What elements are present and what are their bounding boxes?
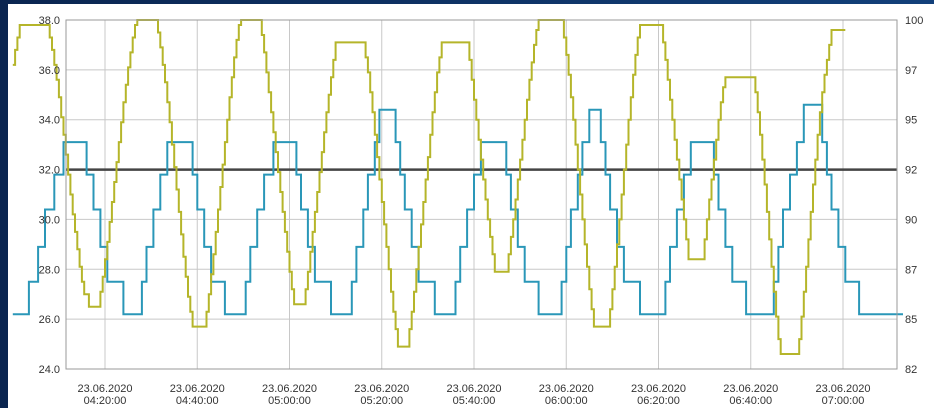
series-olive-line [12,19,846,355]
y-left-tick-label: 32.0 [39,165,60,177]
y-right-tick-label: 97 [905,65,917,77]
x-tick-time: 05:20:00 [360,395,403,407]
x-tick-date: 23.06.2020 [631,383,686,395]
series-group [12,19,903,355]
x-tick-time: 06:40:00 [729,395,772,407]
y-right-tick-label: 85 [905,314,917,326]
y-left-tick-label: 36.0 [39,65,60,77]
x-tick-date: 23.06.2020 [354,383,409,395]
x-tick-date: 23.06.2020 [262,383,317,395]
x-tick-date: 23.06.2020 [723,383,778,395]
y-right-tick-label: 92 [905,165,917,177]
x-tick-date: 23.06.2020 [539,383,594,395]
x-tick-time: 05:00:00 [268,395,311,407]
x-tick-time: 04:40:00 [176,395,219,407]
y-right-tick-label: 95 [905,115,917,127]
y-left-tick-label: 30.0 [39,214,60,226]
x-tick-labels: 23.06.202004:20:0023.06.202004:40:0023.0… [77,383,870,407]
y-right-tick-label: 82 [905,364,917,376]
x-tick-time: 04:20:00 [84,395,127,407]
series-blue-line [12,103,903,316]
chart-grid [66,19,897,370]
axes-group [65,19,898,370]
left-y-tick-labels: 24.0 26.0 28.0 30.0 32.0 34.0 36.0 38.0 [39,15,60,376]
x-tick-time: 05:40:00 [453,395,496,407]
y-left-tick-label: 24.0 [39,364,60,376]
x-tick-date: 23.06.2020 [170,383,225,395]
x-tick-time: 07:00:00 [822,395,865,407]
y-left-tick-label: 26.0 [39,314,60,326]
y-right-tick-label: 100 [905,15,923,27]
right-y-tick-labels: 82 85 87 90 92 95 97 100 [905,15,923,376]
x-tick-time: 06:20:00 [637,395,680,407]
x-tick-date: 23.06.2020 [77,383,132,395]
y-left-tick-label: 28.0 [39,264,60,276]
x-tick-date: 23.06.2020 [815,383,870,395]
x-tick-time: 06:00:00 [545,395,588,407]
y-right-tick-label: 87 [905,264,917,276]
x-tick-date: 23.06.2020 [446,383,501,395]
y-left-tick-label: 38.0 [39,15,60,27]
y-right-tick-label: 90 [905,214,917,226]
y-left-tick-label: 34.0 [39,115,60,127]
plot-frame [65,19,898,370]
